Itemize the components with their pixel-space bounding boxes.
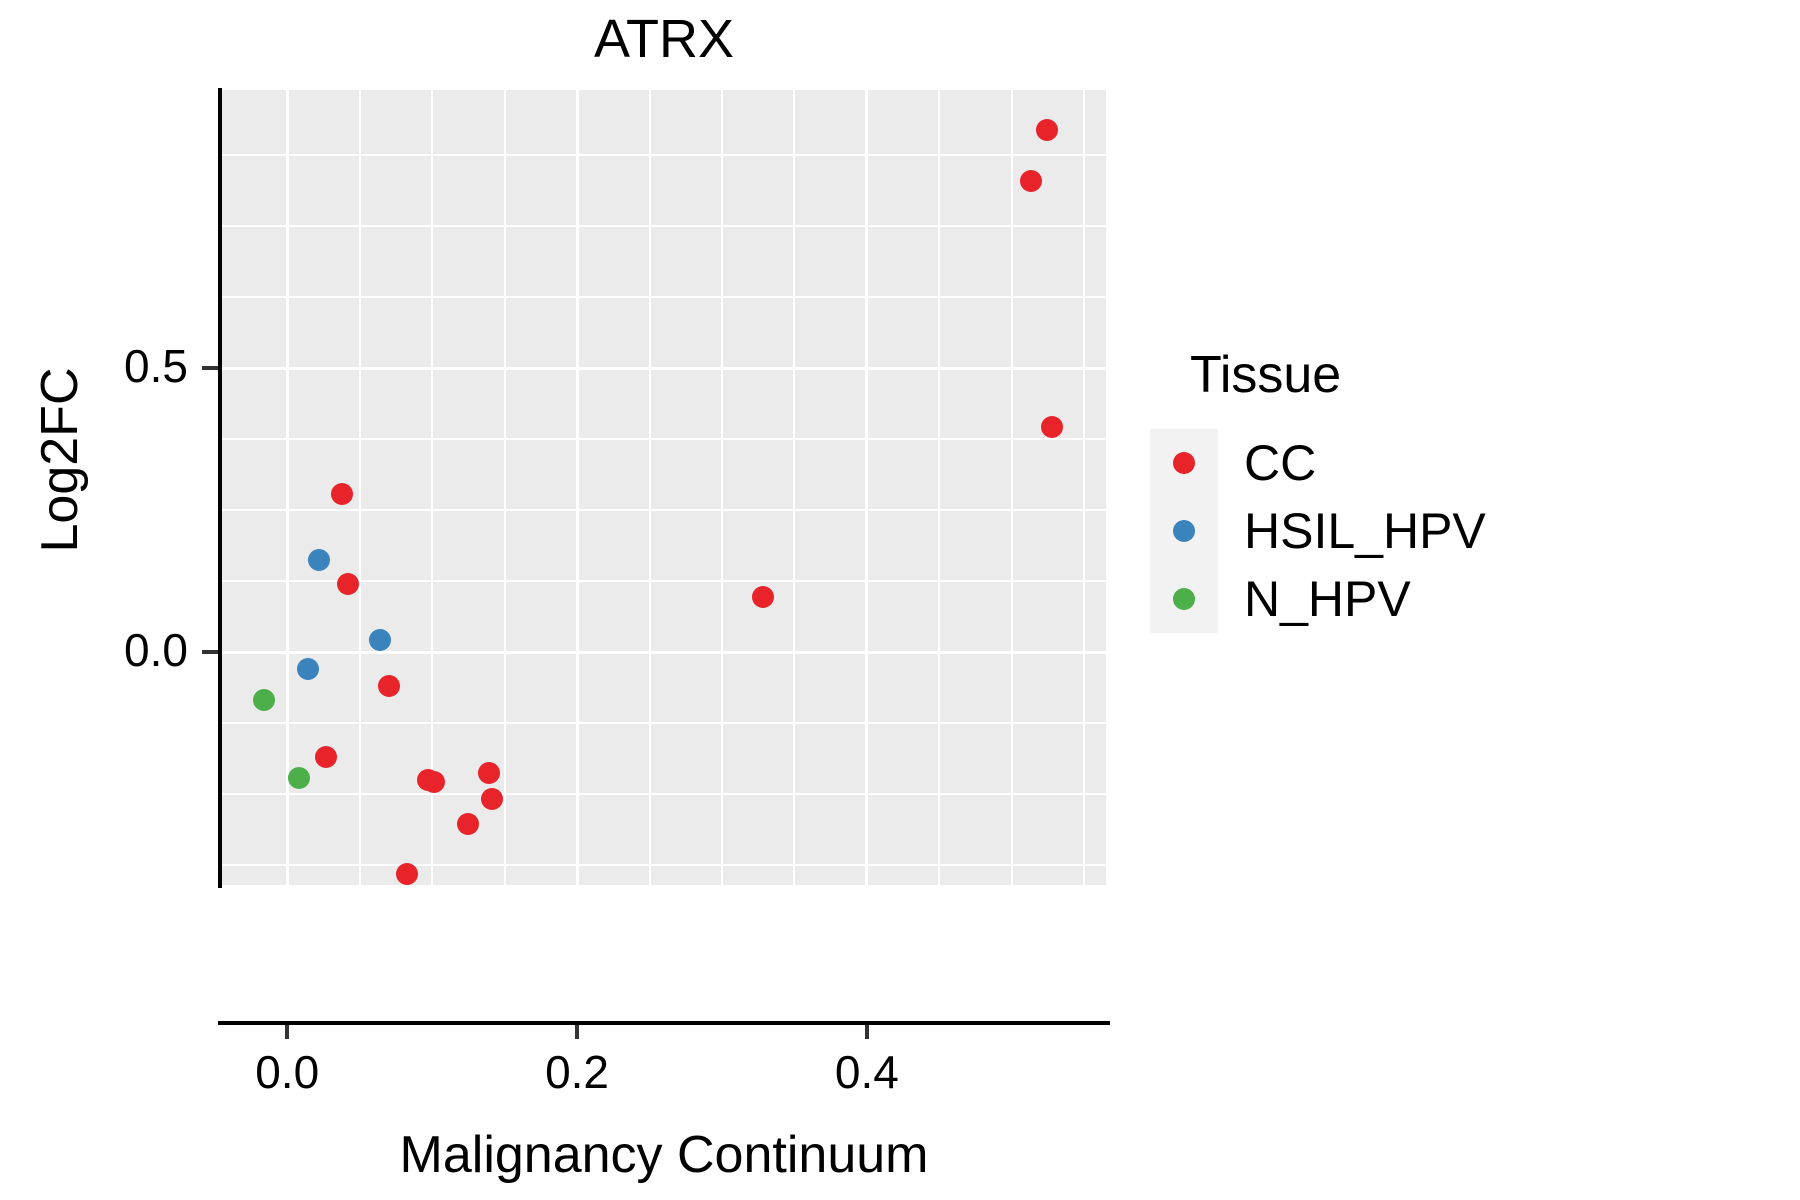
gridline-x-minor <box>431 90 434 885</box>
data-point-cc <box>377 675 400 698</box>
data-point-n_hpv <box>287 767 310 790</box>
gridline-y-minor <box>222 154 1106 157</box>
data-point-cc <box>477 762 500 785</box>
x-tick-label: 0.4 <box>834 1046 899 1098</box>
legend-items: CC HSIL_HPV N_HPV <box>1150 429 1670 633</box>
legend-item-label: N_HPV <box>1244 571 1411 627</box>
legend-item-hsil_hpv[interactable]: HSIL_HPV <box>1150 497 1670 565</box>
legend-item-n_hpv[interactable]: N_HPV <box>1150 565 1670 633</box>
legend-dot-icon <box>1173 452 1195 474</box>
y-axis-line <box>218 88 222 888</box>
gridline-x-major <box>285 90 289 885</box>
data-point-cc <box>396 862 419 885</box>
data-point-hsil_hpv <box>296 658 319 681</box>
data-point-cc <box>1035 118 1058 141</box>
legend: Tissue CC HSIL_HPV N_HPV <box>1150 345 1670 633</box>
legend-key-swatch <box>1150 565 1218 633</box>
gridline-y-minor <box>222 509 1106 512</box>
gridline-y-minor <box>222 225 1106 228</box>
data-point-cc <box>422 770 445 793</box>
y-tick-label: 0.5 <box>124 340 188 393</box>
x-axis-label: Malignancy Continuum <box>399 1126 929 1184</box>
gridline-y-major <box>222 650 1106 654</box>
gridline-x-minor <box>358 90 361 885</box>
chart-title: ATRX <box>593 9 734 69</box>
gridline-x-minor <box>720 90 723 885</box>
gridline-y-minor <box>222 580 1106 583</box>
gridline-x-minor <box>503 90 506 885</box>
gridline-x-minor <box>938 90 941 885</box>
x-tick-mark <box>864 1025 869 1039</box>
data-point-cc <box>751 586 774 609</box>
data-point-n_hpv <box>253 689 276 712</box>
gridline-x-major <box>865 90 869 885</box>
x-tick-label: 0.0 <box>255 1046 320 1098</box>
gridline-y-minor <box>222 793 1106 796</box>
data-point-cc <box>457 812 480 835</box>
gridline-x-minor <box>648 90 651 885</box>
legend-key-swatch <box>1150 429 1218 497</box>
legend-dot-icon <box>1173 588 1195 610</box>
gridline-y-minor <box>222 296 1106 299</box>
data-point-cc <box>337 573 360 596</box>
data-point-cc <box>480 787 503 810</box>
data-point-hsil_hpv <box>308 548 331 571</box>
y-tick-label: 0.0 <box>124 624 188 677</box>
data-point-hsil_hpv <box>368 628 391 651</box>
gridline-x-minor <box>1010 90 1013 885</box>
gridline-y-minor <box>222 864 1106 867</box>
gridline-x-major <box>575 90 579 885</box>
legend-key-swatch <box>1150 497 1218 565</box>
y-tick-mark <box>202 650 218 655</box>
data-point-cc <box>1041 415 1064 438</box>
gridline-y-minor <box>222 438 1106 441</box>
x-tick-mark <box>575 1025 580 1039</box>
gridline-y-minor <box>222 722 1106 725</box>
legend-item-cc[interactable]: CC <box>1150 429 1670 497</box>
y-axis-label: Log2FC <box>31 367 89 553</box>
gridline-x-minor <box>793 90 796 885</box>
data-point-cc <box>331 483 354 506</box>
legend-item-label: CC <box>1244 435 1317 491</box>
gridline-x-minor <box>1083 90 1086 885</box>
y-tick-mark <box>202 366 218 371</box>
legend-item-label: HSIL_HPV <box>1244 503 1486 559</box>
plot-panel <box>222 90 1106 885</box>
gridline-y-major <box>222 366 1106 370</box>
x-tick-label: 0.2 <box>545 1046 610 1098</box>
data-point-cc <box>315 746 338 769</box>
x-axis-line <box>218 1021 1110 1025</box>
x-tick-mark <box>285 1025 290 1039</box>
data-point-cc <box>1019 169 1042 192</box>
legend-dot-icon <box>1173 520 1195 542</box>
legend-title: Tissue <box>1190 346 1342 404</box>
